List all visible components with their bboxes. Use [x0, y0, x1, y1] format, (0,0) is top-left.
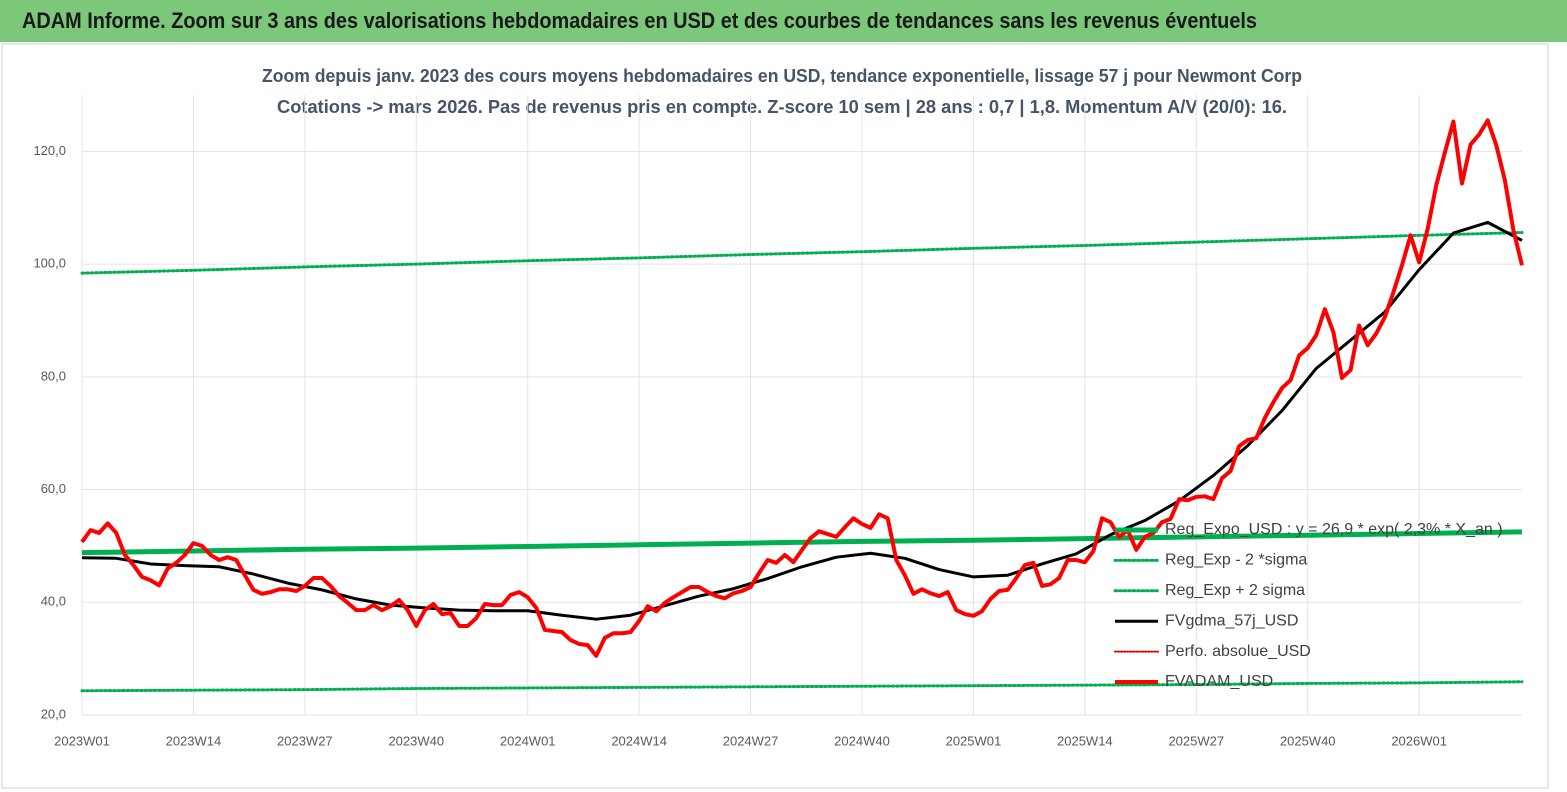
- legend-label: Reg_Expo_USD : y = 26,9 * exp( 2,3% * X_…: [1165, 521, 1503, 538]
- chart-subtitle: Cotations -> mars 2026. Pas de revenus p…: [277, 97, 1287, 117]
- y-tick-label: 100,0: [33, 256, 66, 271]
- x-tick-label: 2026W01: [1391, 733, 1447, 748]
- series-line: [80, 118, 1524, 658]
- y-tick-label: 120,0: [33, 143, 66, 158]
- banner-bg: [0, 0, 1567, 42]
- x-tick-label: 2025W40: [1280, 733, 1336, 748]
- y-tick-label: 60,0: [41, 481, 66, 496]
- x-tick-label: 2023W27: [277, 733, 333, 748]
- y-tick-label: 80,0: [41, 368, 66, 383]
- legend-label: Reg_Exp - 2 *sigma: [1165, 552, 1307, 569]
- y-tick-label: 40,0: [41, 594, 66, 609]
- x-tick-label: 2024W14: [611, 733, 667, 748]
- legend-label: FVADAM_USD: [1165, 673, 1273, 690]
- series-line: [80, 680, 1524, 693]
- x-tick-label: 2025W27: [1168, 733, 1224, 748]
- plot: [80, 118, 1524, 693]
- x-tick-label: 2024W40: [834, 733, 890, 748]
- banner-title: ADAM Informe. Zoom sur 3 ans des valoris…: [22, 8, 1257, 33]
- x-tick-label: 2023W14: [166, 733, 222, 748]
- y-tick-label: 20,0: [41, 706, 66, 721]
- legend-label: Perfo. absolue_USD: [1165, 643, 1311, 660]
- x-tick-label: 2025W14: [1057, 733, 1113, 748]
- x-tick-label: 2024W27: [723, 733, 779, 748]
- grid: 20,0 40,0 60,0 80,0 100,0 120,0 2023W01 2023W14…: [33, 95, 1522, 748]
- series-line: [81, 220, 1523, 621]
- x-tick-label: 2025W01: [946, 733, 1002, 748]
- chart-frame: [1, 43, 1549, 789]
- series-line: [80, 231, 1524, 275]
- x-tick-label: 2023W01: [54, 733, 110, 748]
- legend: Reg_Expo_USD : y = 26,9 * exp( 2,3% * X_…: [1113, 521, 1503, 690]
- legend-label: FVgdma_57j_USD: [1165, 612, 1298, 629]
- legend-label: Reg_Exp + 2 sigma: [1165, 582, 1305, 599]
- chart-title: Zoom depuis janv. 2023 des cours moyens …: [262, 66, 1302, 86]
- x-tick-label: 2023W40: [388, 733, 444, 748]
- x-tick-label: 2024W01: [500, 733, 556, 748]
